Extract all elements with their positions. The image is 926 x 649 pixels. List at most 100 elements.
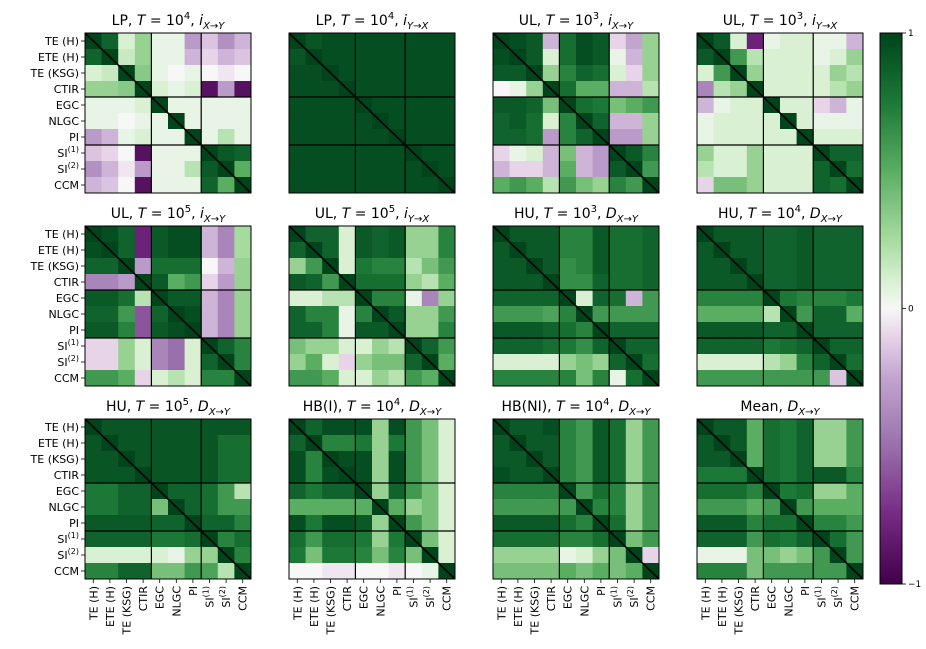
heatmap-cell: [168, 338, 185, 355]
heatmap-cell: [289, 499, 306, 516]
heatmap-cell: [493, 113, 510, 130]
heatmap-cell: [592, 467, 610, 484]
heatmap-cell: [289, 435, 306, 452]
heatmap-cell: [405, 354, 423, 371]
heatmap-cell: [780, 258, 797, 275]
heatmap-cell: [168, 177, 185, 194]
heatmap-cell: [642, 113, 660, 130]
heatmap-cell: [322, 467, 340, 484]
heatmap-cell: [493, 306, 510, 323]
heatmap-cell: [796, 563, 814, 580]
heatmap-cell: [201, 515, 219, 532]
heatmap-cell: [85, 322, 102, 339]
heatmap-cell: [101, 145, 119, 162]
heatmap-cell: [101, 33, 119, 50]
heatmap-cell: [542, 322, 560, 339]
heatmap-cell: [388, 258, 406, 275]
x-tick-label: TE (H): [291, 586, 304, 621]
y-tick-label-base: SI: [57, 340, 67, 353]
heatmap-cell: [217, 370, 235, 387]
heatmap-cell: [746, 145, 764, 162]
heatmap-cell: [746, 354, 764, 371]
heatmap-cell: [168, 563, 185, 580]
heatmap-cell: [576, 129, 593, 146]
title-sep: ,: [189, 399, 198, 415]
heatmap-cell: [338, 290, 356, 307]
heatmap-cell: [780, 242, 797, 259]
heatmap-cell: [763, 338, 781, 355]
heatmap-cell: [829, 322, 847, 339]
heatmap-cell: [846, 483, 864, 500]
heatmap-cell: [372, 563, 389, 580]
heatmap-cell: [780, 322, 797, 339]
x-tick-label-superscript: (2): [830, 586, 839, 597]
x-tick-label-base: SI: [220, 597, 233, 607]
title-exponent: 5: [185, 204, 191, 215]
heatmap-cell: [355, 435, 373, 452]
heatmap-cell: [438, 451, 456, 468]
heatmap-cell: [168, 242, 185, 259]
heatmap-cell: [542, 370, 560, 387]
heatmap-cell: [168, 290, 185, 307]
heatmap-cell: [609, 306, 627, 323]
heatmap-cell: [388, 370, 406, 387]
x-tick-label: CCM: [645, 586, 658, 611]
heatmap-cell: [576, 563, 593, 580]
heatmap-cell: [763, 33, 781, 50]
heatmap-cell: [234, 33, 252, 50]
heatmap-cell: [609, 65, 627, 82]
heatmap-cell: [846, 547, 864, 564]
heatmap-cell: [217, 177, 235, 194]
heatmap-cell: [338, 451, 356, 468]
heatmap-cell: [118, 290, 136, 307]
heatmap-cell: [168, 435, 185, 452]
heatmap-cell: [405, 322, 423, 339]
diagonal-line: [696, 225, 864, 387]
heatmap-cell: [746, 563, 764, 580]
heatmap-cell: [746, 322, 764, 339]
heatmap-cell: [234, 451, 252, 468]
heatmap-cell: [184, 33, 202, 50]
heatmap-cell: [697, 290, 714, 307]
heatmap-cell: [829, 370, 847, 387]
heatmap-cell: [813, 370, 831, 387]
heatmap-cell: [542, 499, 560, 516]
heatmap-cell: [405, 274, 423, 291]
heatmap-cell: [372, 33, 389, 50]
colorbar-tick-label: 0: [908, 305, 914, 315]
y-tick-label: TE (H): [44, 421, 79, 434]
heatmap-cell: [796, 65, 814, 82]
panel-title: HB(I), T = 104, DX→Y: [303, 397, 442, 418]
heatmap-cell: [625, 81, 643, 98]
colorbar-tick-label: −1: [908, 580, 921, 590]
heatmap-cell: [421, 226, 439, 243]
heatmap-cell: [526, 161, 544, 178]
heatmap-cell: [322, 531, 340, 548]
heatmap-cell: [796, 274, 814, 291]
heatmap-cell: [829, 306, 847, 323]
panel-frame: [492, 418, 660, 580]
heatmap-cell: [118, 338, 136, 355]
y-tick-label: TE (KSG): [30, 67, 79, 80]
heatmap-cell: [289, 81, 306, 98]
heatmap-cell: [576, 33, 593, 50]
heatmap-cell: [217, 515, 235, 532]
heatmap-cell: [813, 499, 831, 516]
heatmap-cell: [405, 419, 423, 436]
heatmap-cell: [421, 81, 439, 98]
heatmap-cell: [780, 81, 797, 98]
x-tick-label: TE (KSG): [733, 586, 746, 635]
heatmap-cell: [642, 33, 660, 50]
heatmap-cell: [813, 306, 831, 323]
heatmap-cell: [372, 65, 389, 82]
title-exponent: 3: [797, 11, 803, 22]
heatmap-cell: [134, 451, 152, 468]
heatmap-cell: [438, 322, 456, 339]
heatmap-cell: [118, 354, 136, 371]
title-sep: ,: [395, 206, 404, 222]
heatmap-cell: [405, 306, 423, 323]
heatmap-cell: [438, 274, 456, 291]
heatmap-cell: [305, 145, 323, 162]
heatmap-cell: [730, 129, 748, 146]
heatmap-cell: [85, 563, 102, 580]
